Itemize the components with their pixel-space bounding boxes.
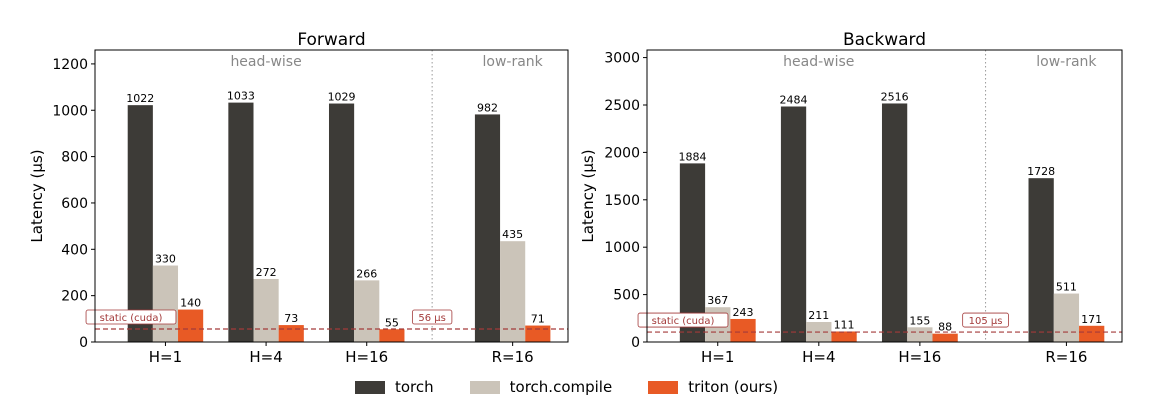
forward-baseline-label-value-box xyxy=(411,309,453,325)
forward-bar-torch-compile-h4 xyxy=(253,278,279,342)
backward-bar-triton-h1 xyxy=(730,318,756,342)
backward-region-label-head-wise: head-wise xyxy=(783,54,854,70)
legend-swatch-torch xyxy=(355,380,385,394)
backward-bar-torch-r16 xyxy=(1028,178,1054,342)
forward-baseline-label-static-box xyxy=(85,309,177,325)
forward-ytick-label-800: 800 xyxy=(61,150,88,166)
backward-xtick-label-r16: R=16 xyxy=(1045,348,1087,366)
legend-label-torch: torch xyxy=(395,378,434,396)
backward-bar-torch-h16 xyxy=(881,103,908,343)
forward-y-axis-label: Latency (µs) xyxy=(28,149,46,242)
backward-value-label-torch-r16: 1728 xyxy=(1027,165,1055,178)
legend-item-torch-compile: torch.compile xyxy=(469,378,613,396)
backward-value-label-torch-compile-h4: 211 xyxy=(808,309,829,322)
backward-value-label-torch-compile-h16: 155 xyxy=(909,314,930,327)
forward-axes-frame xyxy=(94,49,569,343)
forward-bar-torch-h16 xyxy=(328,103,355,343)
backward-ytick-label-2000: 2000 xyxy=(604,145,640,161)
backward-ytick-label-0: 0 xyxy=(631,335,640,351)
legend: torch torch.compile triton (ours) xyxy=(355,376,814,398)
backward-value-label-torch-compile-h1: 367 xyxy=(707,294,728,307)
legend-item-triton: triton (ours) xyxy=(648,378,778,396)
forward-baseline-label-static: static (cuda) xyxy=(100,313,163,324)
backward-bar-torch-compile-h16 xyxy=(907,327,933,342)
backward-bar-triton-h4 xyxy=(831,331,857,342)
forward-bar-torch-compile-r16 xyxy=(500,241,526,342)
forward-value-label-torch-compile-h1: 330 xyxy=(155,253,176,266)
backward-value-label-triton-h16: 88 xyxy=(938,321,952,334)
forward-ytick-label-200: 200 xyxy=(61,289,88,305)
backward-xtick-label-h16: H=16 xyxy=(898,348,941,366)
forward-ytick-label-0: 0 xyxy=(79,335,88,351)
forward-bar-torch-r16 xyxy=(474,114,501,342)
backward-y-axis-label: Latency (µs) xyxy=(579,149,597,242)
forward-value-label-triton-h16: 55 xyxy=(385,316,399,329)
forward-xtick-label-h1: H=1 xyxy=(149,348,182,366)
backward-baseline-label-static-box xyxy=(637,312,729,328)
legend-label-triton: triton (ours) xyxy=(688,378,779,396)
backward-baseline-label-value-box xyxy=(962,312,1009,328)
legend-item-torch: torch xyxy=(355,378,434,396)
backward-axes-frame xyxy=(646,49,1123,343)
forward-baseline-label-value: 56 µs xyxy=(418,313,445,324)
backward-bar-triton-h16 xyxy=(932,333,958,342)
forward-value-label-torch-compile-h16: 266 xyxy=(356,267,377,280)
backward-ytick-label-1500: 1500 xyxy=(604,193,640,209)
forward-ytick-label-600: 600 xyxy=(61,196,88,212)
forward-value-label-torch-compile-h4: 272 xyxy=(256,266,277,279)
forward-value-label-torch-h4: 1033 xyxy=(227,90,255,103)
legend-swatch-triton xyxy=(648,380,679,394)
backward-value-label-torch-compile-r16: 511 xyxy=(1056,281,1077,294)
forward-region-label-head-wise: head-wise xyxy=(230,54,301,70)
forward-value-label-triton-h4: 73 xyxy=(284,312,298,325)
backward-baseline-label-value: 105 µs xyxy=(969,316,1003,327)
forward-ytick-label-1000: 1000 xyxy=(52,103,88,119)
forward-value-label-triton-h1: 140 xyxy=(180,297,201,310)
backward-value-label-torch-h1: 1884 xyxy=(678,150,706,163)
backward-bar-torch-h1 xyxy=(679,163,706,342)
legend-swatch-torch-compile xyxy=(469,380,500,394)
forward-chart-title: Forward xyxy=(297,30,365,50)
backward-xtick-label-h4: H=4 xyxy=(802,348,835,366)
forward-value-label-torch-compile-r16: 435 xyxy=(502,228,523,241)
backward-value-label-triton-r16: 171 xyxy=(1081,313,1102,326)
backward-value-label-torch-h16: 2516 xyxy=(881,90,909,103)
backward-ytick-label-500: 500 xyxy=(613,288,640,304)
backward-ytick-label-1000: 1000 xyxy=(604,240,640,256)
forward-value-label-torch-h16: 1029 xyxy=(328,91,356,104)
backward-ytick-label-2500: 2500 xyxy=(604,98,640,114)
backward-value-label-torch-h4: 2484 xyxy=(780,94,808,107)
forward-bar-triton-h16 xyxy=(379,329,405,342)
legend-label-torch-compile: torch.compile xyxy=(509,378,613,396)
backward-bar-triton-r16 xyxy=(1079,325,1105,342)
forward-bar-triton-h4 xyxy=(278,325,304,342)
forward-ytick-label-400: 400 xyxy=(61,242,88,258)
forward-xtick-label-h16: H=16 xyxy=(345,348,388,366)
forward-region-label-low-rank: low-rank xyxy=(483,54,544,70)
forward-ytick-label-1200: 1200 xyxy=(52,57,88,73)
forward-xtick-label-r16: R=16 xyxy=(492,348,534,366)
backward-xtick-label-h1: H=1 xyxy=(701,348,734,366)
forward-value-label-triton-r16: 71 xyxy=(531,313,545,326)
forward-bar-torch-h1 xyxy=(127,105,153,343)
forward-value-label-torch-r16: 982 xyxy=(477,101,498,114)
backward-chart-title: Backward xyxy=(843,30,926,50)
forward-bar-triton-h1 xyxy=(178,309,204,342)
backward-value-label-triton-h1: 243 xyxy=(733,306,754,319)
forward-bar-triton-r16 xyxy=(525,325,551,342)
forward-bar-torch-compile-h1 xyxy=(152,265,179,342)
forward-value-label-torch-h1: 1022 xyxy=(126,92,154,105)
backward-ytick-label-3000: 3000 xyxy=(604,51,640,67)
backward-bar-torch-h4 xyxy=(780,106,807,342)
backward-value-label-triton-h4: 111 xyxy=(834,318,855,331)
backward-bar-torch-compile-r16 xyxy=(1053,293,1080,342)
forward-bar-torch-h4 xyxy=(228,102,254,342)
forward-xtick-label-h4: H=4 xyxy=(249,348,282,366)
forward-bar-torch-compile-h16 xyxy=(354,280,380,342)
backward-region-label-low-rank: low-rank xyxy=(1036,54,1097,70)
backward-baseline-label-static: static (cuda) xyxy=(652,316,715,327)
